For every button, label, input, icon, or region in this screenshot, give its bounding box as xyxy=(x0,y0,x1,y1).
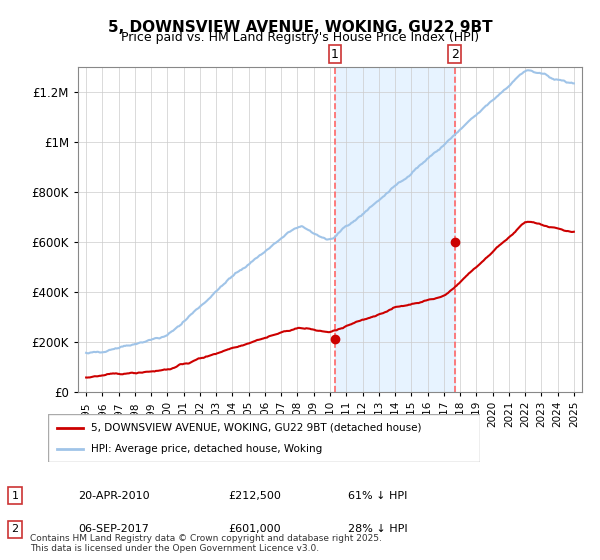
Text: £601,000: £601,000 xyxy=(228,524,281,534)
Text: HPI: Average price, detached house, Woking: HPI: Average price, detached house, Woki… xyxy=(91,444,322,454)
Text: 5, DOWNSVIEW AVENUE, WOKING, GU22 9BT: 5, DOWNSVIEW AVENUE, WOKING, GU22 9BT xyxy=(107,20,493,35)
Text: 1: 1 xyxy=(331,48,339,60)
Text: 61% ↓ HPI: 61% ↓ HPI xyxy=(348,491,407,501)
Text: 20-APR-2010: 20-APR-2010 xyxy=(78,491,149,501)
Text: £212,500: £212,500 xyxy=(228,491,281,501)
Bar xyxy=(335,67,455,392)
Text: Price paid vs. HM Land Registry's House Price Index (HPI): Price paid vs. HM Land Registry's House … xyxy=(121,31,479,44)
Text: 28% ↓ HPI: 28% ↓ HPI xyxy=(348,524,407,534)
Text: 5, DOWNSVIEW AVENUE, WOKING, GU22 9BT (detached house): 5, DOWNSVIEW AVENUE, WOKING, GU22 9BT (d… xyxy=(91,423,422,433)
Text: 2: 2 xyxy=(451,48,459,60)
Text: Contains HM Land Registry data © Crown copyright and database right 2025.
This d: Contains HM Land Registry data © Crown c… xyxy=(30,534,382,553)
FancyBboxPatch shape xyxy=(48,414,480,462)
Text: 2: 2 xyxy=(11,524,19,534)
Text: 1: 1 xyxy=(11,491,19,501)
Text: 06-SEP-2017: 06-SEP-2017 xyxy=(78,524,149,534)
